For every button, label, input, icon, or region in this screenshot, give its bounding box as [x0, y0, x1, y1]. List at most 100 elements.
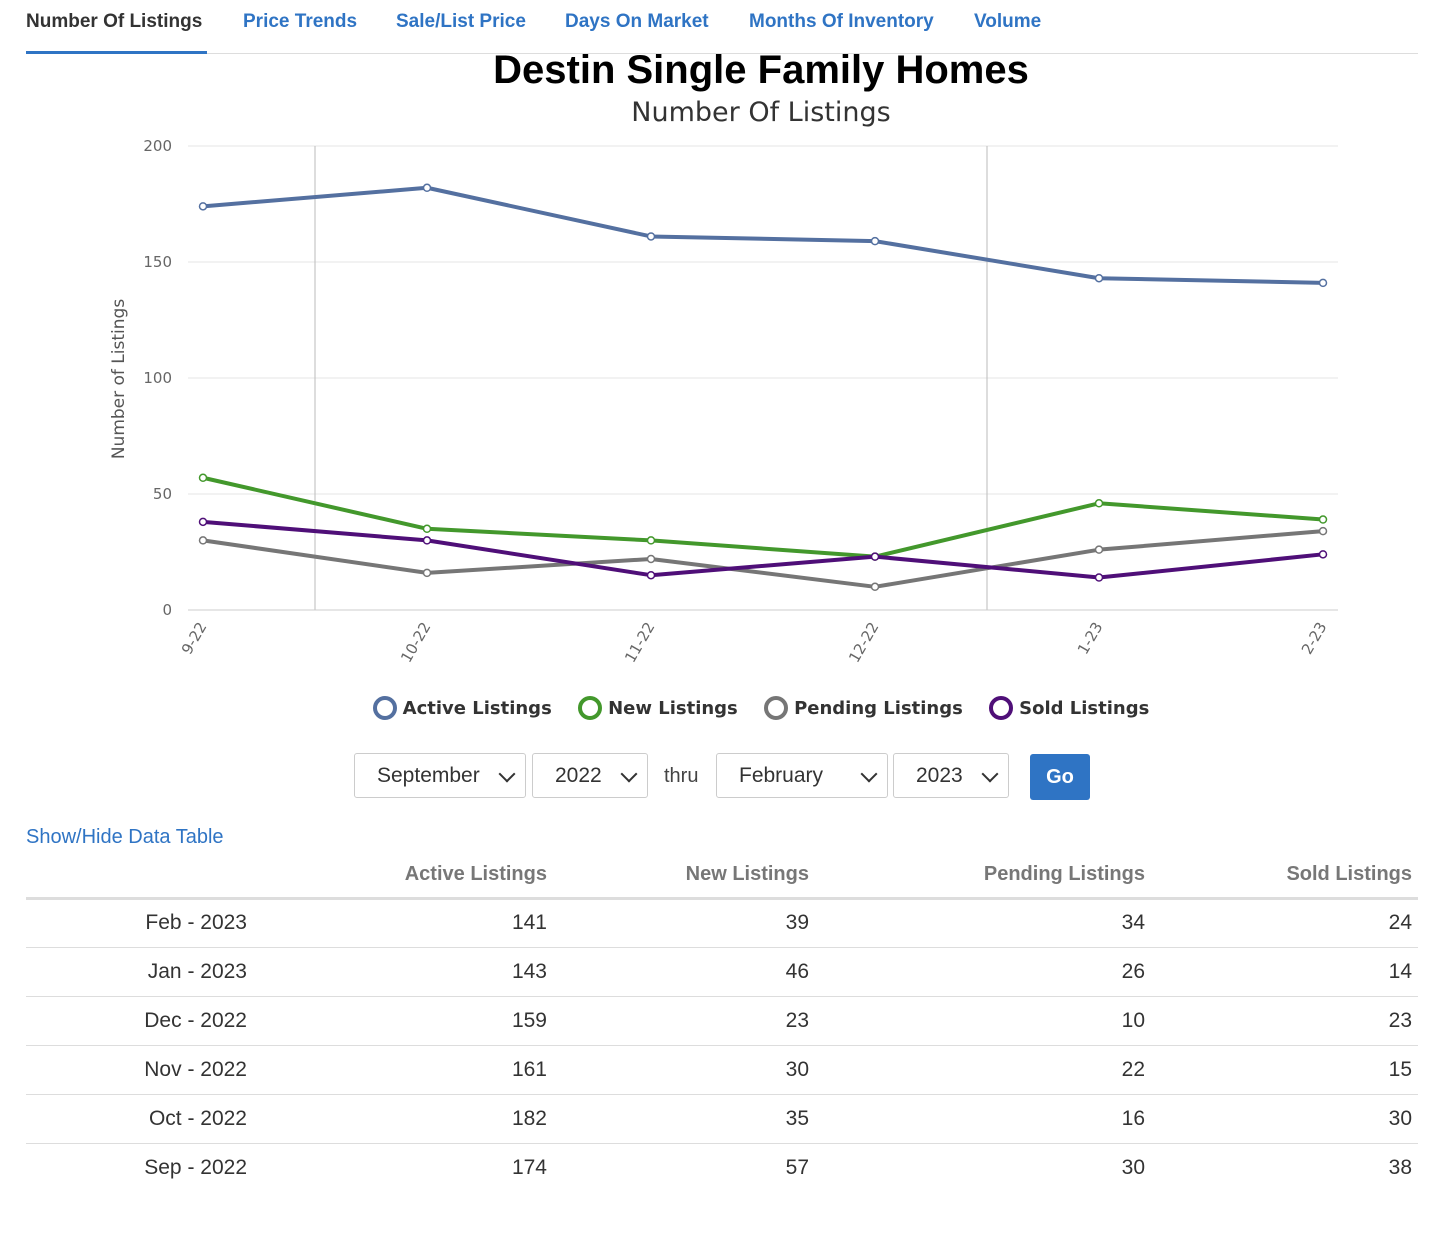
table-row: Jan - 2023 143 46 26 14 — [26, 947, 1418, 997]
legend-marker-icon — [578, 696, 603, 720]
series-line — [201, 475, 1325, 559]
table-cell: 24 — [1151, 898, 1418, 948]
x-tick-label: 2-23 — [1298, 619, 1331, 657]
table-cell: 10 — [815, 996, 1151, 1046]
x-tick-label: 11-22 — [621, 619, 658, 666]
start-month-select[interactable]: September — [354, 753, 526, 798]
chevron-down-icon — [620, 765, 638, 783]
data-point[interactable] — [870, 236, 880, 246]
y-axis-label: Number of Listings — [109, 299, 129, 459]
column-header-sold-listings: Sold Listings — [1151, 852, 1418, 900]
start-year-select[interactable]: 2022 — [532, 753, 648, 798]
tab-sale-list-price[interactable]: Sale/List Price — [396, 11, 526, 32]
data-point[interactable] — [1094, 499, 1104, 508]
data-point[interactable] — [198, 473, 208, 483]
table-cell: 141 — [253, 898, 553, 948]
data-point[interactable] — [422, 183, 432, 193]
chart-grid — [188, 145, 1338, 611]
y-tick-label: 0 — [162, 601, 172, 619]
data-point[interactable] — [870, 582, 880, 592]
chart-subtitle: Number Of Listings — [631, 97, 891, 128]
tab-price-trends[interactable]: Price Trends — [243, 11, 358, 32]
end-year-value: 2023 — [916, 764, 963, 787]
legend-item-active-listings[interactable]: Active Listings — [372, 696, 552, 720]
tab-days-on-market[interactable]: Days On Market — [565, 11, 709, 32]
chevron-down-icon — [498, 765, 516, 783]
data-point[interactable] — [1094, 273, 1104, 283]
data-point[interactable] — [198, 536, 208, 545]
chart-title: Destin Single Family Homes — [493, 48, 1029, 92]
table-cell: 14 — [1151, 947, 1418, 997]
legend-item-pending-listings[interactable]: Pending Listings — [764, 696, 963, 720]
data-point[interactable] — [1318, 550, 1328, 559]
table-cell: 182 — [253, 1094, 553, 1144]
table-cell: 23 — [1151, 996, 1418, 1046]
table-row: Oct - 2022 182 35 16 30 — [26, 1094, 1418, 1144]
data-point[interactable] — [1094, 573, 1104, 582]
table-cell: 38 — [1388, 1155, 1412, 1179]
table-cell: 161 — [253, 1045, 553, 1095]
start-month-value: September — [377, 764, 480, 787]
end-month-select[interactable]: February — [716, 753, 888, 798]
data-point[interactable] — [646, 536, 656, 545]
data-point[interactable] — [422, 568, 432, 578]
table-cell: 26 — [815, 947, 1151, 997]
legend-item-sold-listings[interactable]: Sold Listings — [989, 696, 1149, 720]
legend-label: Pending Listings — [794, 697, 963, 719]
x-tick-label: 12-22 — [845, 619, 882, 666]
table-cell: 23 — [553, 996, 815, 1046]
table-row: Sep - 2022 174 57 30 38 — [26, 1143, 1418, 1192]
legend-marker-icon — [764, 696, 789, 720]
tab-bar: Number Of Listings Price Trends Sale/Lis… — [26, 0, 1418, 54]
series-pending-listings — [198, 526, 1328, 592]
table-cell-period: Nov - 2022 — [26, 1045, 253, 1095]
data-point[interactable] — [646, 554, 656, 564]
legend-marker-icon — [989, 696, 1014, 720]
table-cell: 46 — [553, 947, 815, 997]
data-point[interactable] — [198, 202, 208, 211]
show-hide-data-table-link[interactable]: Show/Hide Data Table — [26, 826, 224, 848]
table-header-row: Active Listings New Listings Pending Lis… — [26, 852, 1418, 900]
data-point[interactable] — [646, 570, 656, 580]
data-point[interactable] — [422, 536, 432, 545]
x-tick-label: 1-23 — [1074, 619, 1107, 657]
table-cell-period: Feb - 2023 — [26, 898, 253, 948]
column-header-pending-listings: Pending Listings — [815, 852, 1151, 900]
data-point[interactable] — [1318, 526, 1328, 536]
table-cell: 174 — [511, 1155, 547, 1179]
data-point[interactable] — [1094, 545, 1104, 554]
tab-months-of-inventory[interactable]: Months Of Inventory — [749, 11, 934, 32]
table-cell: 30 — [553, 1045, 815, 1095]
series-active-listings — [198, 183, 1328, 288]
y-axis-ticks: 0 50 100 150 200 — [143, 137, 172, 619]
column-header-active-listings: Active Listings — [253, 852, 553, 900]
table-cell-period: Dec - 2022 — [26, 996, 253, 1046]
series-line — [201, 529, 1325, 589]
data-point[interactable] — [646, 232, 656, 241]
data-point[interactable] — [870, 552, 880, 561]
legend-label: Active Listings — [402, 697, 552, 719]
table-cell: 39 — [553, 898, 815, 948]
legend-label: Sold Listings — [1019, 697, 1150, 719]
legend-item-new-listings[interactable]: New Listings — [578, 696, 738, 720]
legend-marker-icon — [372, 696, 397, 720]
chart-legend: Active Listings New Listings Pending Lis… — [0, 696, 1442, 725]
y-tick-label: 50 — [153, 485, 172, 503]
chart-series — [198, 183, 1328, 592]
x-tick-label: 10-22 — [397, 619, 434, 666]
table-cell: 15 — [1151, 1045, 1418, 1095]
go-button[interactable]: Go — [1030, 754, 1090, 800]
data-point[interactable] — [422, 524, 432, 534]
data-point[interactable] — [1318, 278, 1328, 288]
active-tab-indicator — [26, 51, 207, 54]
table-row: Dec - 2022 159 23 10 23 — [26, 996, 1418, 1046]
data-point[interactable] — [198, 517, 208, 527]
table-cell: 30 — [1151, 1094, 1418, 1144]
series-sold-listings — [198, 517, 1328, 582]
table-cell: 143 — [253, 947, 553, 997]
x-axis-ticks: 9-22 10-22 11-22 12-22 1-23 2-23 — [178, 619, 1331, 666]
end-year-select[interactable]: 2023 — [893, 753, 1009, 798]
tab-volume[interactable]: Volume — [974, 11, 1042, 32]
tab-number-of-listings[interactable]: Number Of Listings — [26, 11, 203, 32]
data-point[interactable] — [1318, 515, 1328, 524]
